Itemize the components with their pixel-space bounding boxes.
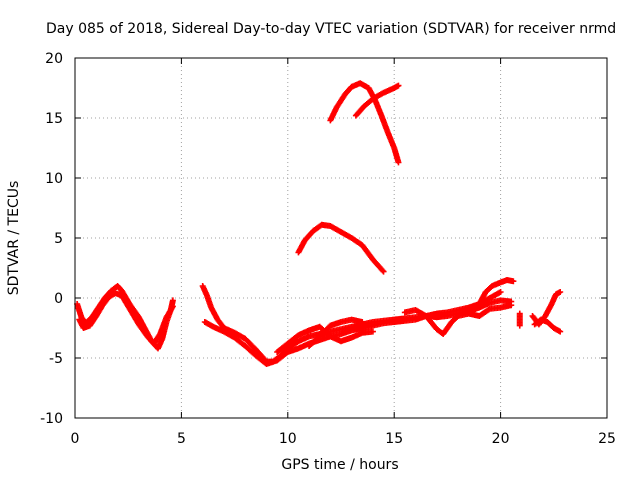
data-series-track	[199, 283, 504, 365]
data-series-track	[327, 80, 402, 166]
data-series-track	[76, 290, 176, 347]
data-point	[510, 278, 517, 285]
data-series-track	[352, 82, 402, 119]
y-tick-label: 15	[45, 111, 63, 127]
data-point	[380, 268, 387, 275]
y-axis-label: SDTVAR / TECUs	[6, 181, 22, 296]
x-tick-label: 10	[279, 431, 297, 447]
x-tick-label: 25	[598, 431, 616, 447]
data-points	[74, 80, 564, 367]
data-point	[379, 267, 386, 274]
data-series-track	[74, 283, 176, 352]
data-series-track	[295, 221, 387, 275]
x-tick-label: 20	[492, 431, 510, 447]
data-series-track	[476, 277, 517, 307]
grid-layer	[75, 58, 607, 418]
data-series-track	[516, 310, 523, 329]
data-series-track	[531, 316, 564, 335]
data-point	[557, 328, 564, 335]
x-tick-label: 0	[71, 431, 80, 447]
data-point	[369, 328, 376, 335]
y-tick-label: -5	[49, 351, 63, 367]
data-series-track	[306, 316, 366, 349]
data-point	[359, 319, 366, 325]
y-tick-label: -10	[40, 411, 63, 427]
chart-title: Day 085 of 2018, Sidereal Day-to-day VTE…	[46, 21, 616, 37]
x-tick-label: 5	[177, 431, 186, 447]
data-point	[557, 289, 564, 295]
y-tick-label: 20	[45, 51, 63, 67]
y-tick-label: 10	[45, 171, 63, 187]
y-tick-label: 5	[54, 231, 63, 247]
data-point	[395, 159, 402, 166]
data-point	[169, 303, 176, 310]
data-series-track	[274, 323, 376, 355]
data-point	[508, 302, 515, 309]
x-tick-label: 15	[385, 431, 403, 447]
x-axis-label: GPS time / hours	[281, 457, 398, 473]
data-point	[169, 297, 176, 304]
data-series-track	[401, 302, 515, 337]
data-point	[516, 310, 523, 317]
plot-frame	[74, 57, 608, 419]
y-tick-label: 0	[54, 291, 63, 307]
data-point	[497, 289, 504, 295]
tick-layer: 0 5 10 15 20 25 -10 -5 0 5 10 15 20	[40, 51, 616, 447]
data-point	[395, 82, 402, 89]
